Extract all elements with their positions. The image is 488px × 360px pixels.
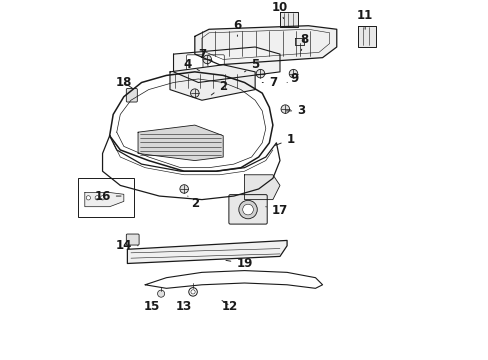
FancyBboxPatch shape bbox=[228, 195, 266, 224]
Polygon shape bbox=[170, 65, 255, 100]
Polygon shape bbox=[280, 12, 297, 27]
Text: 8: 8 bbox=[300, 33, 308, 50]
Circle shape bbox=[238, 200, 257, 219]
Polygon shape bbox=[194, 26, 336, 65]
Text: 7: 7 bbox=[262, 76, 276, 89]
Text: 19: 19 bbox=[225, 257, 252, 270]
Text: 7: 7 bbox=[198, 48, 212, 61]
Text: 4: 4 bbox=[183, 58, 199, 71]
Polygon shape bbox=[173, 47, 280, 82]
FancyBboxPatch shape bbox=[186, 55, 203, 71]
Circle shape bbox=[95, 196, 99, 200]
Text: 17: 17 bbox=[265, 204, 287, 217]
Text: 9: 9 bbox=[286, 72, 298, 85]
Text: 2: 2 bbox=[211, 80, 227, 95]
FancyBboxPatch shape bbox=[126, 89, 137, 102]
Polygon shape bbox=[127, 240, 286, 264]
Circle shape bbox=[203, 55, 211, 64]
Text: 15: 15 bbox=[144, 300, 160, 312]
Circle shape bbox=[180, 185, 188, 193]
Circle shape bbox=[190, 89, 199, 98]
Polygon shape bbox=[295, 38, 303, 45]
FancyBboxPatch shape bbox=[78, 178, 134, 217]
FancyBboxPatch shape bbox=[207, 55, 224, 71]
Polygon shape bbox=[84, 193, 123, 207]
Polygon shape bbox=[357, 26, 375, 47]
Circle shape bbox=[86, 196, 90, 200]
Text: 18: 18 bbox=[116, 76, 132, 89]
Text: 5: 5 bbox=[244, 58, 259, 72]
Text: 12: 12 bbox=[222, 300, 238, 312]
Text: 6: 6 bbox=[233, 19, 241, 36]
Circle shape bbox=[100, 196, 104, 200]
Text: 3: 3 bbox=[286, 104, 305, 117]
Circle shape bbox=[288, 69, 297, 78]
Polygon shape bbox=[138, 125, 223, 161]
Text: 11: 11 bbox=[356, 9, 372, 29]
Text: 2: 2 bbox=[187, 196, 199, 210]
FancyBboxPatch shape bbox=[126, 234, 139, 245]
Circle shape bbox=[281, 105, 289, 113]
Circle shape bbox=[242, 204, 253, 215]
Circle shape bbox=[256, 69, 264, 78]
Circle shape bbox=[157, 290, 164, 297]
Text: 16: 16 bbox=[94, 190, 121, 203]
Text: 13: 13 bbox=[176, 300, 192, 312]
Text: 1: 1 bbox=[275, 133, 294, 146]
Text: 10: 10 bbox=[271, 1, 287, 19]
Polygon shape bbox=[244, 175, 280, 199]
Text: 14: 14 bbox=[116, 239, 138, 252]
